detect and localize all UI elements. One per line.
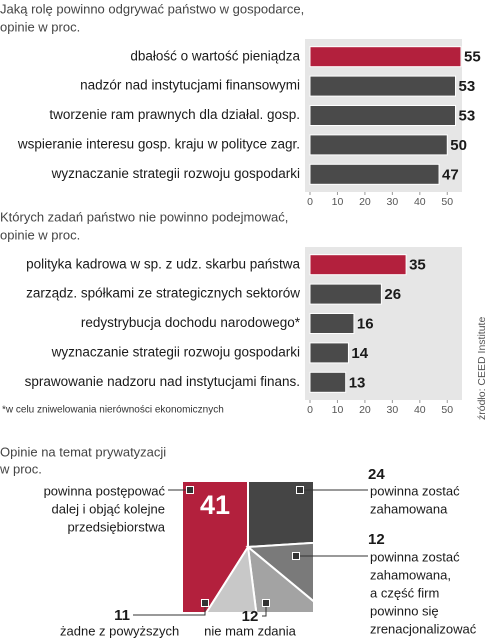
bar (309, 46, 462, 68)
category-label: zarządz. spółkami ze strategicznych sekt… (26, 286, 300, 301)
category-label: wyznaczanie strategii rozwoju gospodarki (51, 344, 300, 359)
x-tick-label: 40 (414, 404, 426, 416)
value-label: 26 (384, 286, 401, 303)
x-tick-label: 50 (441, 404, 453, 416)
slice-label: powinna postępować (44, 483, 166, 498)
bar (309, 254, 407, 276)
bar (309, 105, 457, 126)
value-label: 12 (368, 531, 385, 548)
slice-label: zahamowana, (370, 567, 451, 582)
x-tick-label: 10 (332, 196, 344, 208)
x-tick-label: 40 (414, 196, 426, 208)
leader-marker (201, 599, 209, 607)
x-tick-label: 20 (359, 196, 371, 208)
category-label: redystrybucja dochodu narodowego* (81, 315, 301, 330)
value-label: 14 (351, 345, 368, 362)
value-label: 12 (242, 608, 259, 625)
chart-title: Których zadań państwo nie powinno podejm… (0, 209, 288, 224)
slice-label: powinna zostać (370, 549, 460, 564)
category-label: nadzór nad instytucjami finansowymi (80, 78, 300, 93)
value-label: 50 (450, 137, 467, 154)
slice-label: dalej i objąć kolejne (52, 501, 165, 516)
category-label: wspieranie interesu gosp. kraju w polity… (17, 136, 300, 151)
category-label: polityka kadrowa w sp. z udz. skarbu pań… (26, 256, 300, 271)
bar (309, 75, 457, 97)
slice-label: żadne z powyższych (60, 623, 179, 638)
x-tick-label: 0 (307, 196, 313, 208)
chart-title: Jaką rolę powinno odgrywać państwo w gos… (0, 1, 304, 16)
leader-marker (296, 486, 304, 494)
pie-slice (183, 482, 249, 612)
value-label: 53 (459, 78, 476, 95)
value-label: 16 (357, 315, 374, 332)
category-label: dbałość o wartość pieniądza (130, 48, 300, 63)
x-tick-label: 20 (359, 404, 371, 416)
x-tick-label: 30 (387, 196, 399, 208)
leader-marker (292, 552, 300, 560)
bar (309, 134, 448, 156)
bar (309, 313, 355, 334)
footnote: *w celu zniwelowania nierówności ekonomi… (2, 405, 224, 416)
x-tick-label: 50 (441, 196, 453, 208)
slice-label: powinna zostać (370, 483, 460, 498)
pie-slice (205, 544, 258, 612)
source: źródło: CEED Institute (476, 317, 488, 420)
bar (309, 342, 349, 364)
x-tick-label: 10 (332, 404, 344, 416)
x-tick-label: 30 (387, 404, 399, 416)
leader-marker (186, 486, 194, 494)
value-label: 35 (409, 257, 426, 274)
pie-slice (247, 482, 313, 549)
chart-subtitle: opinie w proc. (0, 19, 80, 34)
bar (309, 283, 382, 305)
pie-slice (246, 544, 313, 612)
leader-marker (262, 599, 270, 607)
value-label: 53 (459, 107, 476, 124)
category-label: wyznaczanie strategii rozwoju gospodarki (51, 166, 300, 181)
slice-label: nie mam zdania (204, 623, 297, 638)
value-label: 41 (200, 490, 230, 520)
category-label: tworzenie ram prawnych dla działal. gosp… (49, 107, 300, 122)
slice-label: zahamowana (370, 501, 448, 516)
chart-subtitle: w proc. (0, 461, 42, 476)
bar (309, 371, 347, 393)
slice-label: powinno się (370, 603, 439, 618)
chart-title: Opinie na temat prywatyzacji (0, 444, 166, 459)
category-label: sprawowanie nadzoru nad instytucjami fin… (25, 374, 300, 389)
value-label: 24 (368, 466, 385, 483)
value-label: 11 (114, 607, 130, 624)
value-label: 47 (442, 166, 459, 183)
slice-label: zrenacjonalizować (370, 621, 477, 636)
slice-label: przedsiębiorstwa (67, 519, 165, 534)
x-tick-label: 0 (307, 404, 313, 416)
chart-subtitle: opinie w proc. (0, 227, 80, 242)
bar (309, 163, 440, 185)
value-label: 55 (464, 49, 481, 66)
value-label: 13 (349, 374, 366, 391)
slice-label: a część firm (370, 585, 439, 600)
leader-line (262, 603, 267, 617)
